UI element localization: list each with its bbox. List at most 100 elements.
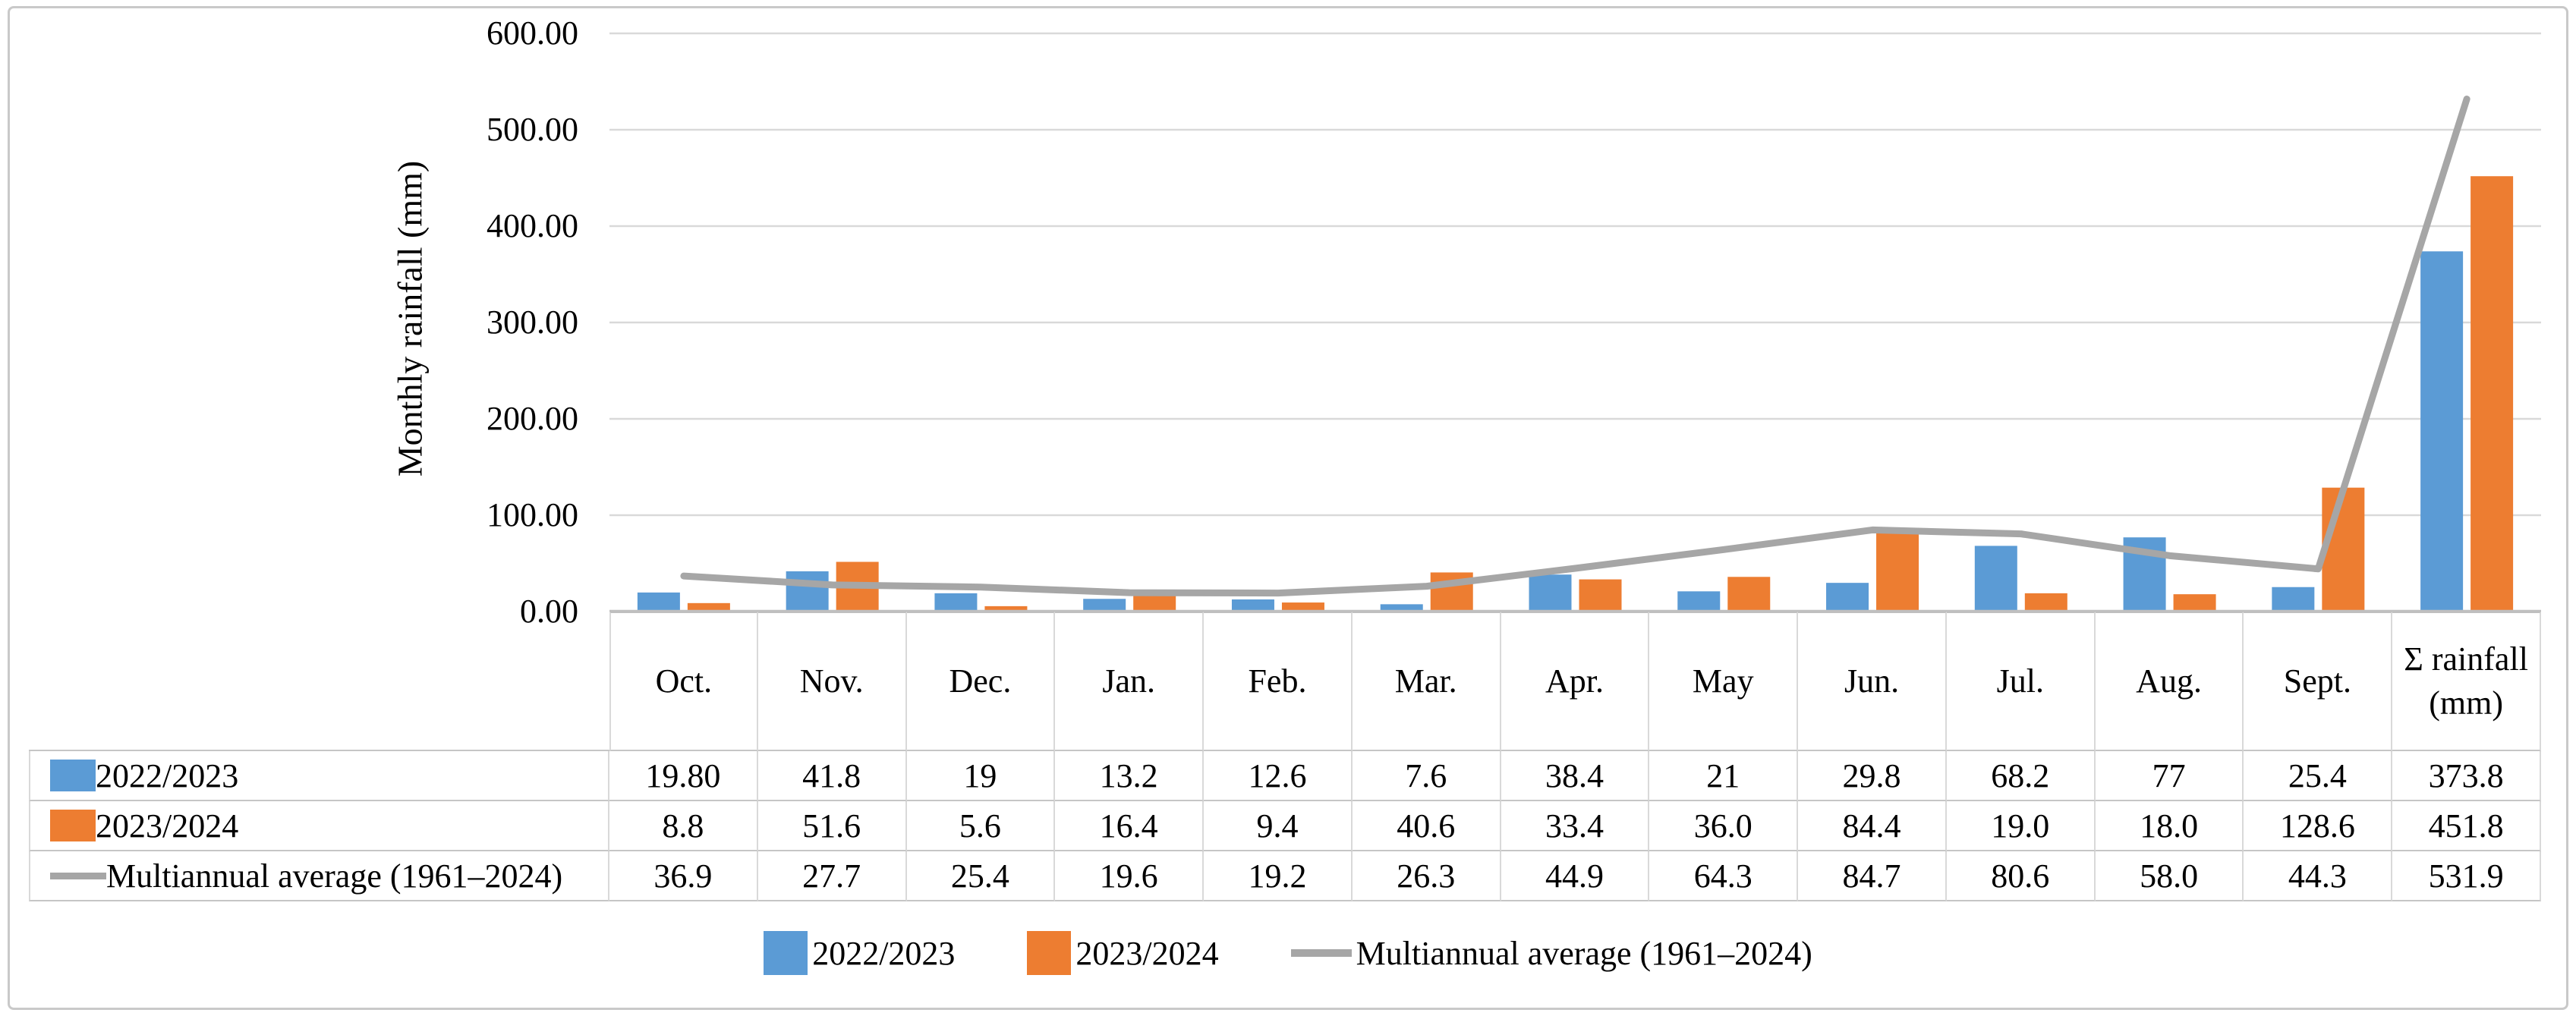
value-cell-2022-2023-nov: 41.8 [757,751,907,801]
row-header-label: 2022/2023 [96,756,239,794]
row-header-2022-2023: 2022/2023 [29,751,609,801]
value-cell-2022-2023-feb: 12.6 [1204,751,1353,801]
value-cell-multiannual-average-1961-2024-jun: 84.7 [1798,851,1947,901]
month-header-cell-jul: Jul. [1946,612,2096,751]
value-cell-2023-2024-jan: 16.4 [1055,801,1205,851]
legend-item-multiannual-average-1961-2024: Multiannual average (1961–2024) [1290,934,1812,973]
value-cell-2023-2024-apr: 33.4 [1501,801,1650,851]
legend-line-icon-multiannual-average-1961-2024 [1290,949,1352,957]
value-cell-2023-2024-dec: 5.6 [906,801,1056,851]
legend-label: 2023/2024 [1075,934,1219,972]
value-cell-2023-2024-rainfall-mm: 451.8 [2392,801,2541,851]
month-header-cell-feb: Feb. [1204,612,1353,751]
value-cell-multiannual-average-1961-2024-apr: 44.9 [1501,851,1650,901]
month-header-cell-apr: Apr. [1501,612,1650,751]
bar-2022-2023-dec [934,593,978,612]
row-key-swatch-2022-2023 [50,760,96,791]
value-cell-2023-2024-mar: 40.6 [1352,801,1501,851]
bar-2023-2024-jan [1133,596,1176,612]
value-cell-multiannual-average-1961-2024-sept: 44.3 [2244,851,2393,901]
y-axis-tick-label: 300.00 [487,304,578,341]
y-axis-title: Monthly rainfall (mm) [390,160,430,477]
chart-legend: 2022/2023 2023/2024 Multiannual average (1… [0,915,2576,991]
value-cell-2022-2023-jan: 13.2 [1055,751,1205,801]
value-cell-multiannual-average-1961-2024-aug: 58.0 [2095,851,2244,901]
value-cell-2022-2023-dec: 19 [906,751,1056,801]
value-cell-2022-2023-oct: 19.80 [609,751,758,801]
bar-2022-2023-jan [1083,599,1126,612]
bar-2023-2024-dec [984,606,1028,612]
bar-2022-2023-oct [637,592,680,612]
month-header-cell-nov: Nov. [757,612,907,751]
value-cell-multiannual-average-1961-2024-rainfall-mm: 531.9 [2392,851,2541,901]
value-cell-2023-2024-may: 36.0 [1649,801,1799,851]
value-cell-multiannual-average-1961-2024-feb: 19.2 [1204,851,1353,901]
legend-item-2023-2024: 2023/2024 [1027,931,1219,975]
row-key-line-multiannual-average-1961-2024 [50,872,106,879]
y-axis-tick-label: 0.00 [520,593,578,630]
bar-2022-2023-may [1677,591,1721,612]
month-header-cell-jun: Jun. [1798,612,1947,751]
bar-2023-2024-feb [1281,602,1324,612]
bar-2022-2023-feb [1231,599,1274,612]
value-cell-2023-2024-sept: 128.6 [2244,801,2393,851]
row-header-label: 2023/2024 [96,807,239,845]
row-header-2023-2024: 2023/2024 [29,801,609,851]
bar-2023-2024-sept [2322,487,2365,612]
bar-2023-2024-jul [2024,593,2067,612]
month-header-cell-oct: Oct. [609,612,758,751]
month-header-cell-may: May [1649,612,1799,751]
value-cell-2022-2023-apr: 38.4 [1501,751,1650,801]
y-axis-tick-label: 600.00 [487,14,578,52]
value-cell-2023-2024-nov: 51.6 [757,801,907,851]
bar-2023-2024-aug [2173,594,2216,612]
legend-label: Multiannual average (1961–2024) [1356,934,1812,972]
value-cell-multiannual-average-1961-2024-dec: 25.4 [906,851,1056,901]
bar-2022-2023-sept [2272,587,2315,612]
bar-2022-2023-mar [1380,604,1423,612]
value-cell-2023-2024-feb: 9.4 [1204,801,1353,851]
value-cell-multiannual-average-1961-2024-jul: 80.6 [1946,851,2096,901]
value-cell-2022-2023-rainfall-mm: 373.8 [2392,751,2541,801]
bar-2023-2024-apr [1579,579,1622,612]
legend-swatch-icon-2023-2024 [1027,931,1072,975]
y-axis-tick-label: 100.00 [487,496,578,533]
value-cell-2022-2023-aug: 77 [2095,751,2244,801]
data-table: Oct. Nov. Dec. Jan. Feb. Mar. Apr. May Jun. Jul. A… [29,612,2541,901]
rainfall-chart-plot [609,32,2541,612]
legend-label: 2022/2023 [812,934,956,972]
month-header-cell-rainfall-mm: Σ rainfall (mm) [2392,612,2541,751]
value-cell-2023-2024-jul: 19.0 [1946,801,2096,851]
value-cell-2022-2023-jul: 68.2 [1946,751,2096,801]
legend-swatch-icon-2022-2023 [764,931,808,975]
month-header-cell-jan: Jan. [1055,612,1205,751]
row-header-multiannual-average-1961-2024: Multiannual average (1961–2024) [29,851,609,901]
value-cell-2023-2024-jun: 84.4 [1798,801,1947,851]
value-cell-2023-2024-oct: 8.8 [609,801,758,851]
bar-2023-2024-jun [1876,530,1919,612]
bar-2022-2023-apr [1529,574,1572,612]
y-axis-tick-label: 500.00 [487,111,578,148]
value-cell-2023-2024-aug: 18.0 [2095,801,2244,851]
month-header-cell-sept: Sept. [2244,612,2393,751]
value-cell-multiannual-average-1961-2024-jan: 19.6 [1055,851,1205,901]
y-axis-tick-label: 200.00 [487,400,578,437]
value-cell-2022-2023-mar: 7.6 [1352,751,1501,801]
bar-2022-2023-rainfall-mm [2420,251,2464,612]
month-header-cell-mar: Mar. [1352,612,1501,751]
month-header-cell-aug: Aug. [2095,612,2244,751]
y-axis-tick-label: 400.00 [487,207,578,244]
table-corner-cell [29,612,609,751]
month-header-cell-dec: Dec. [906,612,1056,751]
value-cell-multiannual-average-1961-2024-may: 64.3 [1649,851,1799,901]
bar-2022-2023-jul [1974,546,2017,612]
bar-2023-2024-oct [687,602,730,612]
value-cell-multiannual-average-1961-2024-mar: 26.3 [1352,851,1501,901]
value-cell-2022-2023-jun: 29.8 [1798,751,1947,801]
bar-2022-2023-jun [1826,583,1869,612]
value-cell-2022-2023-sept: 25.4 [2244,751,2393,801]
row-key-swatch-2023-2024 [50,810,96,841]
value-cell-multiannual-average-1961-2024-nov: 27.7 [757,851,907,901]
